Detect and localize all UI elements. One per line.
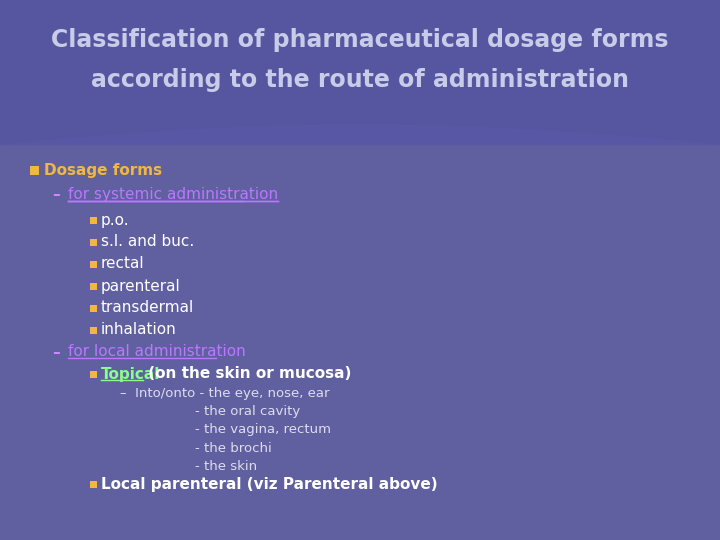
Polygon shape [90, 305, 97, 312]
Polygon shape [90, 370, 97, 377]
Text: p.o.: p.o. [101, 213, 130, 227]
Text: - the brochi: - the brochi [195, 442, 271, 455]
Polygon shape [90, 239, 97, 246]
Text: inhalation: inhalation [101, 322, 176, 338]
Text: Dosage forms: Dosage forms [44, 163, 162, 178]
Text: s.l. and buc.: s.l. and buc. [101, 234, 194, 249]
Polygon shape [90, 217, 97, 224]
Polygon shape [90, 481, 97, 488]
Text: - the vagina, rectum: - the vagina, rectum [195, 423, 331, 436]
Text: Local parenteral (viz Parenteral above): Local parenteral (viz Parenteral above) [101, 476, 438, 491]
Polygon shape [90, 327, 97, 334]
Text: according to the route of administration: according to the route of administration [91, 68, 629, 92]
Polygon shape [90, 260, 97, 267]
Text: for local administration: for local administration [68, 345, 246, 360]
Text: –: – [52, 345, 60, 360]
Text: Topical: Topical [101, 367, 161, 381]
Text: - the oral cavity: - the oral cavity [195, 406, 300, 419]
Text: –  Into/onto - the eye, nose, ear: – Into/onto - the eye, nose, ear [120, 388, 330, 401]
Polygon shape [90, 282, 97, 289]
Text: –: – [52, 187, 60, 202]
Text: - the skin: - the skin [195, 460, 257, 472]
Text: transdermal: transdermal [101, 300, 194, 315]
Polygon shape [30, 165, 39, 174]
Polygon shape [0, 0, 720, 145]
Text: parenteral: parenteral [101, 279, 181, 294]
Text: Classification of pharmaceutical dosage forms: Classification of pharmaceutical dosage … [51, 28, 669, 52]
Text: rectal: rectal [101, 256, 145, 272]
Text: (on the skin or mucosa): (on the skin or mucosa) [143, 367, 351, 381]
Text: for systemic administration: for systemic administration [68, 187, 278, 202]
